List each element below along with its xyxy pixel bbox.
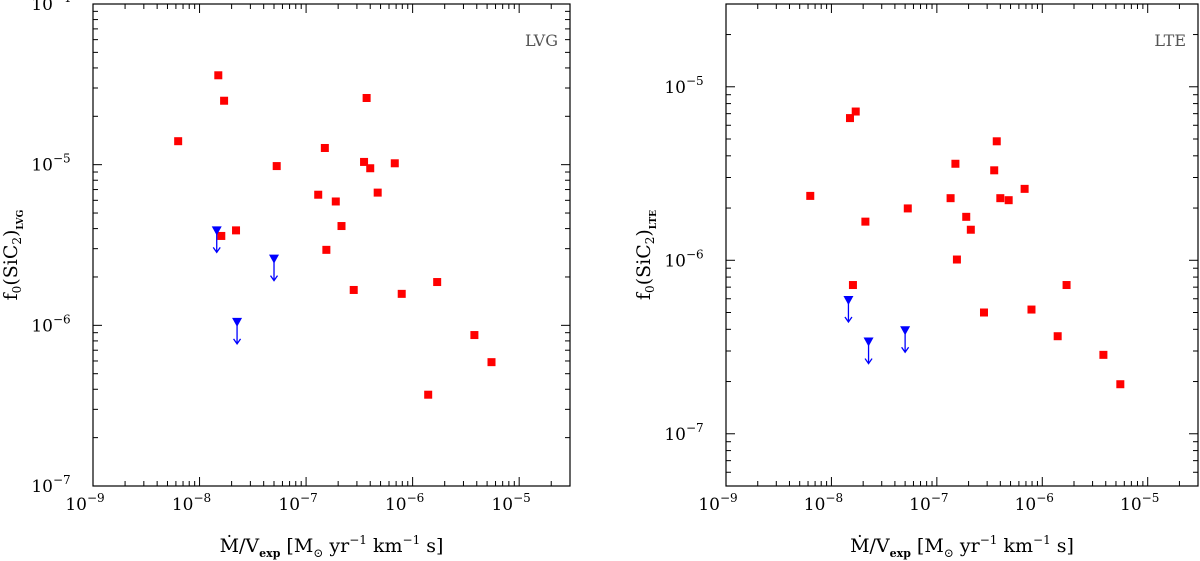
panel-lte-x-tick-label: 10−6	[1015, 491, 1054, 515]
panel-lte-upper-limit-arrow	[901, 333, 910, 354]
panel-lte-upper-limit	[843, 296, 854, 324]
panel-lvg-detection-point	[373, 188, 382, 197]
panel-lte-upper-limit-marker	[900, 326, 911, 336]
panel-lvg-upper-limit-arrow	[212, 233, 221, 254]
panel-lte-detection-point	[951, 159, 960, 168]
panel-lvg-upper-limit-marker	[269, 254, 280, 264]
panel-lvg-upper-limit	[232, 317, 243, 346]
panel-lvg-upper-limit	[269, 254, 280, 282]
panel-lvg-detection-point	[390, 159, 399, 168]
panel-lte-detection-point	[962, 212, 971, 221]
panel-lvg-x-tick-label: 10−7	[278, 491, 317, 515]
panel-lte-detection-point	[903, 204, 912, 213]
panel-lvg-detection-point	[433, 278, 442, 287]
panel-lte-detection-point	[1053, 332, 1062, 341]
panel-lte-x-tick-label: 10−8	[804, 491, 843, 515]
panel-lvg-tag: LVG	[525, 31, 558, 50]
panel-lte-x-axis-label: Ṁ/Vexp [M⊙ yr−1 km−1 s]	[850, 533, 1074, 560]
panel-lte-detection-point	[1062, 281, 1071, 290]
panel-lte-detection-point	[848, 281, 857, 290]
panel-lvg-detection-point	[322, 245, 331, 254]
panel-lvg-x-tick-label: 10−6	[385, 491, 424, 515]
panel-lvg-detection-point	[214, 71, 223, 80]
panel-lvg-detection-point	[360, 157, 369, 166]
panel-lte-tag: LTE	[1154, 31, 1186, 50]
panel-lte-detection-point	[1027, 305, 1036, 314]
panel-lte-y-tick-label: 10−5	[664, 74, 703, 98]
panel-lvg-upper-limit-arrow	[269, 261, 279, 282]
panel-lvg-x-tick-label: 10−9	[65, 491, 104, 515]
panel-lvg-upper-limit	[211, 226, 222, 254]
panel-lte-detection-point	[845, 114, 854, 123]
panel-lte-x-tick-label: 10−5	[1120, 491, 1159, 515]
panel-lte-upper-limit-arrow	[844, 303, 853, 324]
panel-lte-detection-point	[992, 137, 1001, 146]
panel-lvg: 10−9 10−8 10−7 10−6 10−5 10−7 10−6 10−5 10−4 Ṁ/V…	[0, 0, 571, 560]
panel-lvg-x-axis-label: Ṁ/Vexp [M⊙ yr−1 km−1 s]	[220, 533, 444, 560]
panel-lte: 10−9 10−8 10−7 10−6 10−5 10−7 10−6 10−5 Ṁ/Vexp …	[633, 3, 1199, 560]
panel-lvg-y-axis-label: f0(SiC2)LVG	[0, 210, 26, 301]
panel-lvg-upper-limit-marker	[211, 226, 222, 236]
panel-lvg-detection-point	[362, 93, 371, 102]
panel-lvg-y-tick-label: 10−5	[31, 152, 70, 176]
panel-lte-x-tick-label: 10−9	[698, 491, 737, 515]
panel-lvg-detection-point	[217, 231, 226, 240]
panel-lvg-detection-point	[487, 358, 496, 367]
panel-lvg-frame	[92, 3, 571, 487]
panel-lte-detection-point	[946, 194, 955, 203]
panel-lte-detection-point	[966, 225, 975, 234]
panel-lvg-detection-point	[320, 143, 329, 152]
panel-lte-detection-point	[851, 107, 860, 116]
panel-lvg-detection-point	[397, 289, 406, 298]
panel-lte-upper-limit-marker	[843, 296, 854, 306]
panel-lte-detection-point	[1116, 380, 1125, 389]
panel-lvg-detection-point	[232, 226, 241, 235]
panel-lvg-y-tick-label: 10−4	[31, 0, 71, 15]
panel-lte-upper-limit	[863, 337, 874, 365]
panel-lvg-detection-point	[272, 162, 281, 171]
panel-lvg-x-tick-label: 10−5	[491, 491, 530, 515]
panel-lvg-detection-point	[337, 222, 346, 231]
panel-lte-frame	[725, 3, 1199, 487]
panel-lvg-detection-point	[331, 197, 340, 206]
panel-lte-y-tick-label: 10−7	[664, 421, 703, 445]
panel-lte-detection-point	[996, 194, 1005, 203]
panel-lte-x-tick-label: 10−7	[909, 491, 948, 515]
panel-lte-y-axis-label: f0(SiC2)LTE	[633, 210, 659, 300]
panel-lvg-detection-point	[424, 390, 433, 399]
panel-lte-detection-point	[990, 166, 999, 175]
panel-lte-y-tick-label: 10−6	[664, 247, 703, 271]
panel-lte-upper-limit-arrow	[864, 344, 873, 365]
panel-lvg-detection-point	[174, 137, 183, 146]
panel-lte-detection-point	[861, 217, 870, 226]
panel-lvg-detection-point	[366, 164, 375, 173]
panel-lvg-detection-point	[470, 331, 479, 340]
panel-lte-detection-point	[806, 191, 815, 200]
panel-lte-upper-limit	[900, 326, 911, 354]
panel-lvg-x-tick-label: 10−8	[172, 491, 211, 515]
panel-lvg-upper-limit-marker	[232, 317, 243, 327]
panel-lte-detection-point	[1099, 350, 1108, 359]
panel-lte-detection-point	[979, 308, 988, 317]
panel-lvg-detection-point	[349, 285, 358, 294]
panel-lvg-y-tick-label: 10−6	[31, 312, 70, 336]
panel-lvg-detection-point	[314, 190, 323, 199]
panel-lvg-upper-limit-arrow	[233, 324, 242, 346]
panel-lte-detection-point	[1020, 184, 1029, 193]
panel-lvg-detection-point	[220, 96, 229, 105]
panel-lte-detection-point	[1004, 196, 1013, 205]
panel-lte-upper-limit-marker	[863, 337, 874, 347]
panel-lte-detection-point	[952, 255, 961, 264]
panel-lvg-y-tick-label: 10−7	[31, 473, 70, 497]
